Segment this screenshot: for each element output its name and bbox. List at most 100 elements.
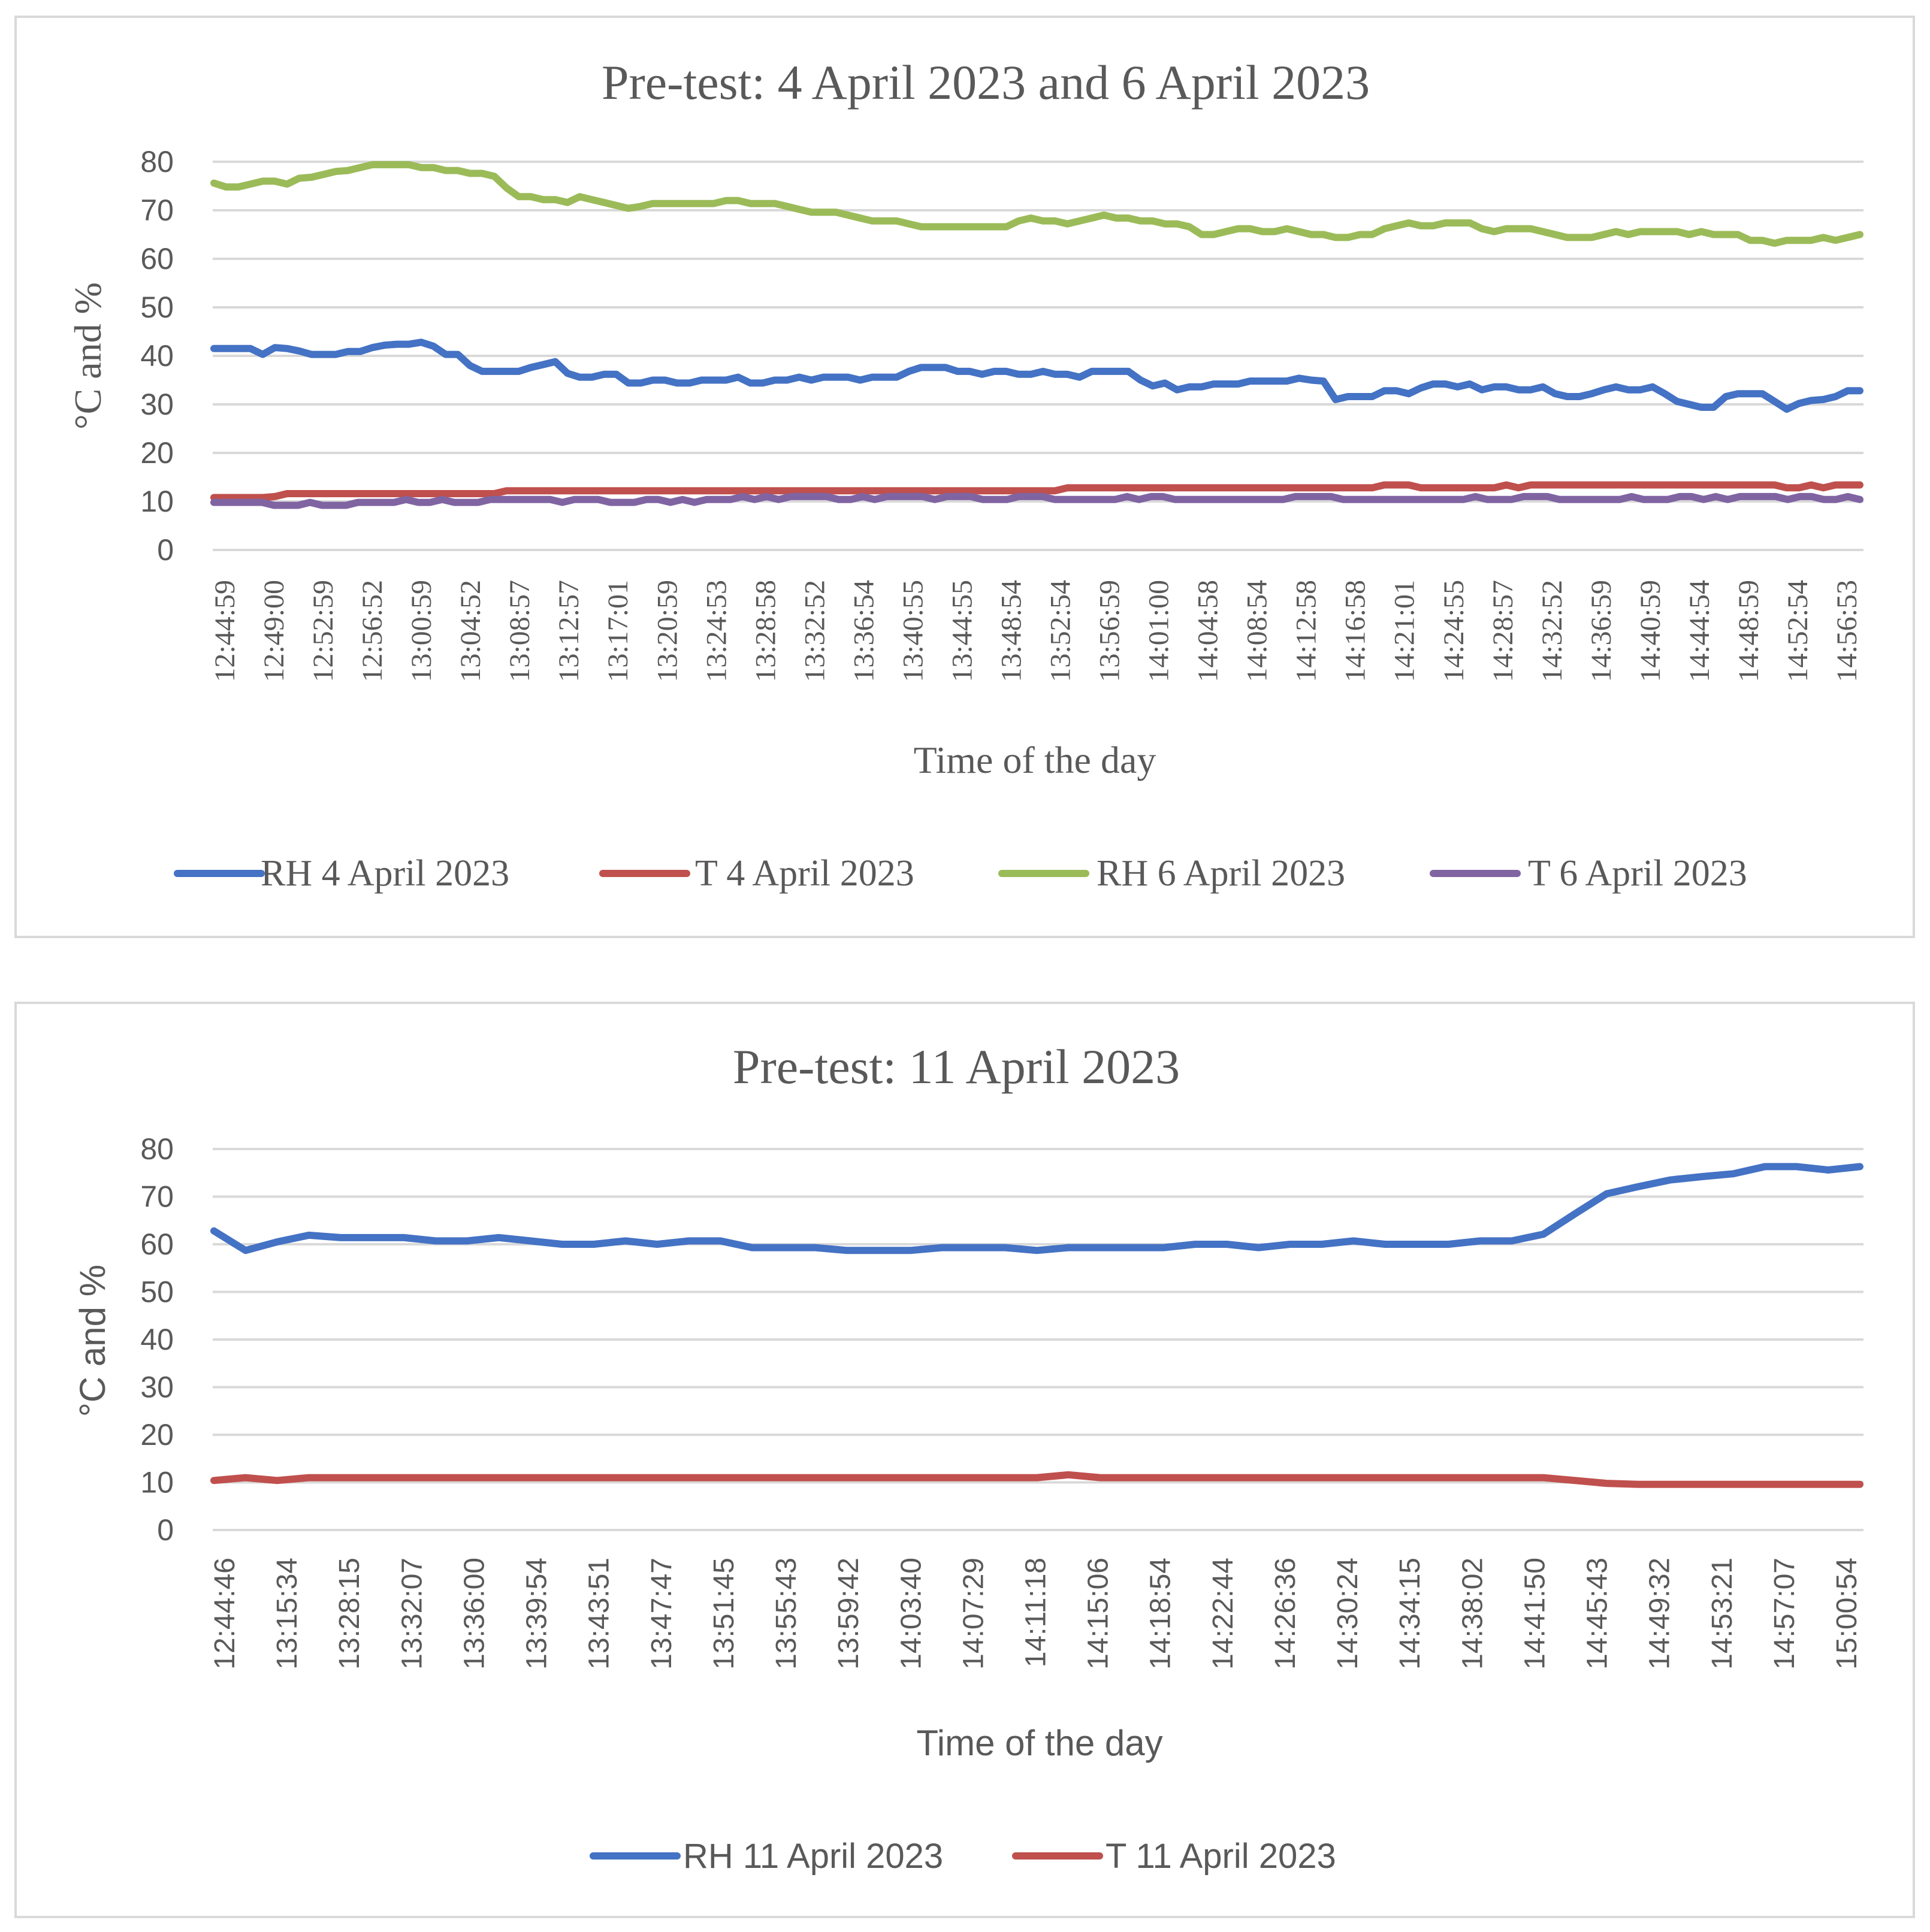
x-axis-label: Time of the day <box>914 739 1156 781</box>
x-tick-label: 14:36:59 <box>1585 580 1617 682</box>
x-tick-label: 13:43:51 <box>584 1558 615 1670</box>
x-tick-label: 13:28:58 <box>750 580 781 682</box>
x-tick-label: 12:56:52 <box>357 580 388 682</box>
chart-2: Pre-test: 11 April 2023 0 10 20 30 40 50 60 70 80… <box>73 1039 1863 1876</box>
x-tick-label: 14:15:06 <box>1083 1558 1114 1670</box>
x-tick-label: 13:08:57 <box>504 580 536 682</box>
x-tick-label: 13:47:47 <box>646 1558 678 1670</box>
y-axis-label: °C and % <box>73 1265 113 1417</box>
x-tick-label: 14:30:24 <box>1332 1558 1364 1670</box>
x-tick-label: 12:52:59 <box>307 580 339 682</box>
x-tick-label: 13:44:55 <box>947 580 978 682</box>
legend-label: RH 6 April 2023 <box>1097 853 1345 894</box>
y-tick-label: 60 <box>140 1227 174 1261</box>
x-tick-label: 12:49:00 <box>258 580 290 682</box>
y-axis-label: °C and % <box>67 282 109 430</box>
chart-1: Pre-test: 4 April 2023 and 6 April 2023 0… <box>67 55 1863 894</box>
x-tick-label: 13:36:54 <box>848 580 880 682</box>
x-tick-label: 13:00:59 <box>406 580 437 682</box>
x-tick-label: 14:24:55 <box>1438 580 1470 682</box>
x-tick-label: 13:28:15 <box>334 1558 366 1670</box>
y-tick-label: 0 <box>157 1513 174 1547</box>
x-tick-label: 13:59:42 <box>833 1558 865 1670</box>
x-tick-label: 14:49:32 <box>1644 1558 1676 1670</box>
y-tick-label: 20 <box>140 436 174 470</box>
x-tick-label: 14:08:54 <box>1242 580 1273 682</box>
x-tick-label: 13:51:45 <box>708 1558 740 1670</box>
x-tick-label: 14:22:44 <box>1207 1558 1239 1670</box>
x-tick-label: 14:38:02 <box>1457 1558 1488 1670</box>
y-tick-label: 50 <box>140 1275 174 1309</box>
x-tick-label: 12:44:59 <box>209 580 241 682</box>
x-tick-label: 13:32:52 <box>799 580 830 682</box>
x-tick-label: 14:45:43 <box>1582 1558 1614 1670</box>
x-tick-label: 14:34:15 <box>1394 1558 1426 1670</box>
y-tick-label: 40 <box>140 339 174 373</box>
series-line-t-6-april-2023 <box>210 492 1863 509</box>
series-line-t-11-april-2023 <box>210 1471 1863 1488</box>
x-tick-label: 13:15:34 <box>271 1558 303 1670</box>
series-line-rh-11-april-2023 <box>210 1163 1863 1254</box>
y-tick-label: 30 <box>140 1371 174 1404</box>
legend-label: RH 4 April 2023 <box>261 853 509 894</box>
x-tick-label: 14:26:36 <box>1270 1558 1301 1670</box>
x-tick-label: 13:40:55 <box>897 580 929 682</box>
y-tick-label: 10 <box>140 1466 174 1499</box>
x-tick-label: 14:21:01 <box>1389 580 1421 682</box>
x-tick-label: 14:28:57 <box>1487 580 1519 682</box>
y-tick-label: 40 <box>140 1323 174 1356</box>
x-tick-label: 13:55:43 <box>771 1558 802 1670</box>
x-tick-label: 13:48:54 <box>996 580 1028 682</box>
x-tick-label: 13:39:54 <box>521 1558 553 1670</box>
x-tick-label: 14:01:00 <box>1143 580 1175 682</box>
x-tick-label: 13:12:57 <box>553 580 585 682</box>
y-tick-label: 50 <box>140 291 174 324</box>
x-tick-label: 13:04:52 <box>455 580 487 682</box>
y-tick-label: 80 <box>140 1132 174 1166</box>
x-tick-label: 13:24:53 <box>700 580 732 682</box>
x-tick-label: 14:12:58 <box>1291 580 1322 682</box>
series-line-t-4-april-2023 <box>210 481 1863 501</box>
series-line-rh-6-april-2023 <box>210 161 1863 247</box>
y-tick-label: 10 <box>140 485 174 518</box>
x-tick-label: 14:56:53 <box>1831 580 1863 682</box>
series-line-rh-4-april-2023 <box>210 338 1863 413</box>
y-tick-label: 30 <box>140 388 174 421</box>
legend-label: RH 11 April 2023 <box>683 1837 943 1876</box>
legend-label: T 6 April 2023 <box>1528 853 1747 894</box>
y-tick-label: 60 <box>140 242 174 276</box>
x-tick-label: 14:03:40 <box>895 1558 927 1670</box>
x-tick-label: 14:57:07 <box>1769 1558 1801 1670</box>
x-tick-label: 14:11:18 <box>1020 1558 1052 1667</box>
x-tick-label: 13:36:00 <box>459 1558 491 1670</box>
x-tick-label: 14:53:21 <box>1707 1558 1738 1670</box>
legend-label: T 11 April 2023 <box>1106 1837 1336 1876</box>
chart-title: Pre-test: 4 April 2023 and 6 April 2023 <box>602 55 1370 110</box>
x-tick-label: 13:32:07 <box>396 1558 428 1670</box>
x-tick-label: 14:18:54 <box>1145 1558 1177 1670</box>
y-tick-label: 20 <box>140 1418 174 1452</box>
legend-label: T 4 April 2023 <box>695 853 914 894</box>
x-axis-label: Time of the day <box>916 1723 1162 1763</box>
chart-panel-2 <box>14 1002 1915 1918</box>
x-tick-label: 14:04:58 <box>1192 580 1224 682</box>
y-tick-label: 70 <box>140 1180 174 1214</box>
x-tick-label: 14:32:52 <box>1536 580 1568 682</box>
y-tick-label: 80 <box>140 145 174 179</box>
y-tick-label: 0 <box>157 533 174 567</box>
chart-title: Pre-test: 11 April 2023 <box>733 1039 1180 1094</box>
x-tick-label: 14:40:59 <box>1635 580 1666 682</box>
x-tick-label: 14:48:59 <box>1733 580 1765 682</box>
x-tick-label: 14:44:54 <box>1684 580 1715 682</box>
x-tick-label: 13:56:59 <box>1094 580 1126 682</box>
x-tick-label: 14:41:50 <box>1519 1558 1551 1670</box>
x-tick-label: 13:52:54 <box>1045 580 1077 682</box>
x-tick-label: 15:00:54 <box>1831 1558 1863 1670</box>
x-tick-label: 13:17:01 <box>602 580 634 682</box>
y-tick-label: 70 <box>140 193 174 227</box>
x-tick-label: 14:07:29 <box>958 1558 989 1670</box>
x-tick-label: 14:52:54 <box>1782 580 1814 682</box>
x-tick-label: 12:44:46 <box>209 1558 241 1670</box>
x-tick-label: 14:16:58 <box>1340 580 1372 682</box>
